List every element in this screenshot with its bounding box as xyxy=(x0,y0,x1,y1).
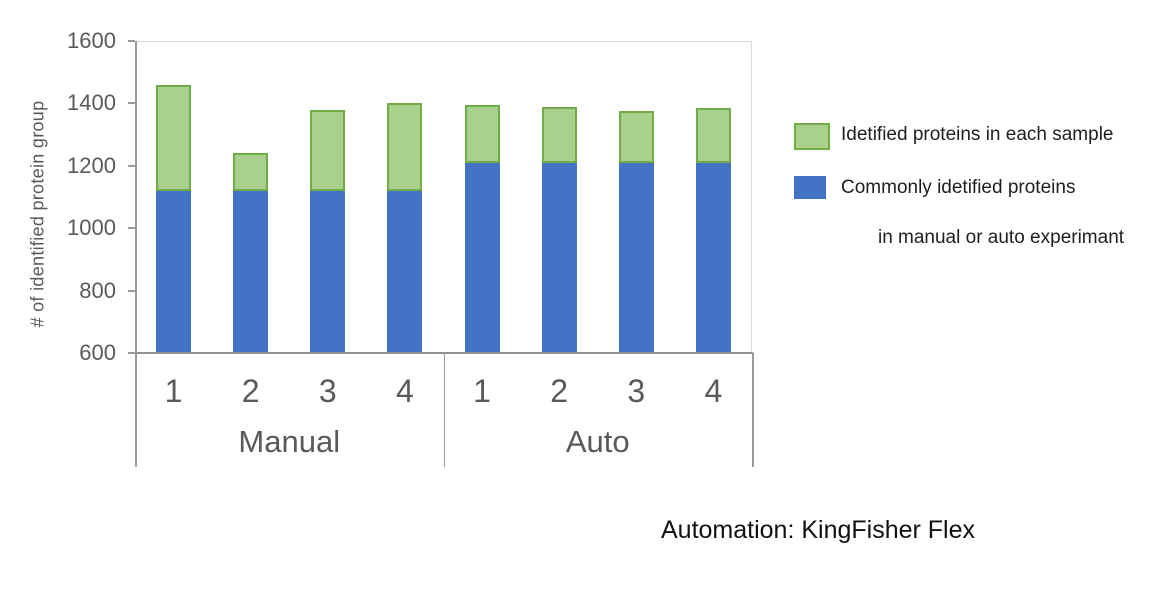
y-tick-label: 1200 xyxy=(67,152,116,178)
bar-manual-2-identified xyxy=(233,153,269,191)
x-group-divider xyxy=(443,353,445,467)
x-category-label: 2 xyxy=(550,373,569,409)
bar-auto-2-common xyxy=(541,162,577,353)
blue-swatch-icon xyxy=(794,176,826,199)
x-category-label: 3 xyxy=(318,373,337,409)
bar-auto-1-identified xyxy=(464,104,500,163)
bar-auto-3-common xyxy=(618,162,654,353)
legend-label-identified: Idetified proteins in each sample xyxy=(841,124,1114,145)
y-tick-label: 1600 xyxy=(67,28,116,53)
legend-label-common-line1: Commonly idetified proteins xyxy=(841,177,1076,198)
plot-area xyxy=(135,41,752,353)
x-category-label: 4 xyxy=(704,373,723,409)
bar-manual-1-common xyxy=(156,190,192,353)
y-tick-label: 1000 xyxy=(67,215,116,241)
legend-label-common-line2: in manual or auto experimant xyxy=(872,227,1125,248)
bar-manual-2-common xyxy=(233,190,269,353)
bar-manual-3-identified xyxy=(310,109,346,191)
legend-label-common: Commonly idetified proteins in manual or… xyxy=(841,175,1124,250)
bar-auto-4-common xyxy=(695,162,731,353)
x-category-label: 4 xyxy=(396,373,414,409)
x-group-divider xyxy=(752,353,754,467)
y-tick-mark xyxy=(128,164,135,167)
caption: Automation: KingFisher Flex xyxy=(660,516,976,544)
bar-auto-3-identified xyxy=(618,111,654,163)
y-tick-mark xyxy=(128,352,135,354)
y-tick-mark xyxy=(128,289,135,292)
x-category-label: 2 xyxy=(241,373,260,409)
y-tick-label: 1400 xyxy=(67,90,116,116)
bar-auto-4-identified xyxy=(695,108,731,163)
green-swatch-icon xyxy=(794,123,830,150)
bar-auto-2-identified xyxy=(541,106,577,163)
x-category-label: 1 xyxy=(164,373,183,409)
y-tick-mark xyxy=(128,227,135,230)
bar-auto-1-common xyxy=(464,162,500,353)
bar-manual-3-common xyxy=(310,190,346,353)
y-tick-label: 600 xyxy=(79,340,116,365)
x-category-label: 3 xyxy=(627,373,646,409)
bar-manual-4-common xyxy=(387,190,423,353)
x-group-label-auto: Auto xyxy=(565,424,630,459)
x-group-label-manual: Manual xyxy=(238,424,341,459)
y-tick-label: 800 xyxy=(79,277,116,303)
y-tick-mark xyxy=(128,40,135,42)
bar-manual-4-identified xyxy=(387,103,423,191)
y-axis-line xyxy=(135,41,137,467)
y-tick-mark xyxy=(128,102,135,105)
bar-manual-1-identified xyxy=(156,84,192,191)
x-category-label: 1 xyxy=(473,373,491,409)
